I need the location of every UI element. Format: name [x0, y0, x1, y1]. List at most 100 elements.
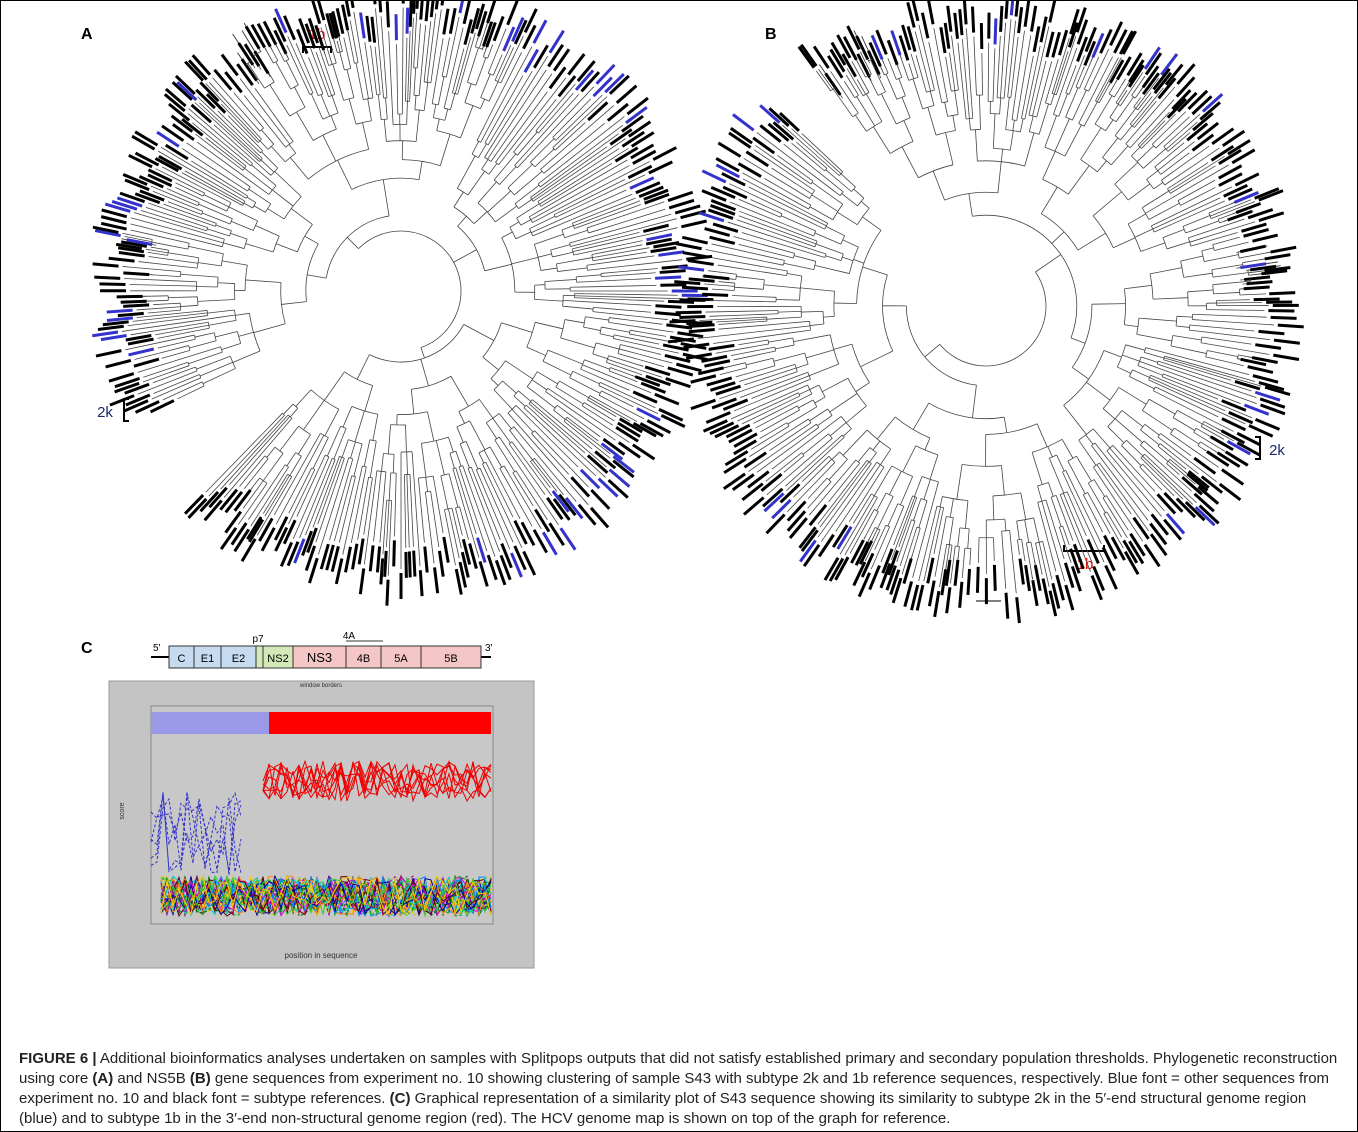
branch: [419, 161, 422, 179]
branch: [267, 415, 284, 434]
tip-label: [660, 285, 686, 286]
branch: [810, 409, 828, 421]
tip-label: [464, 1, 470, 24]
branch: [251, 165, 276, 186]
branch: [168, 197, 203, 211]
branch: [570, 378, 601, 394]
branch: [1146, 348, 1178, 356]
branch: [514, 396, 525, 406]
branch: [438, 38, 443, 68]
branch: [410, 89, 411, 101]
branch: [196, 356, 230, 369]
branch: [1180, 448, 1191, 456]
branch: [817, 160, 827, 168]
branch: [378, 95, 381, 120]
branch-arc: [424, 82, 431, 83]
branch: [712, 244, 761, 255]
branch: [784, 263, 814, 269]
branch: [945, 102, 948, 116]
branch: [706, 284, 734, 286]
branch: [1157, 364, 1176, 371]
branch: [519, 199, 532, 208]
branch-arc: [986, 519, 1005, 520]
tip-label: [524, 551, 535, 575]
tip-label: [739, 164, 762, 177]
branch: [656, 353, 661, 354]
branch: [810, 324, 824, 326]
branch: [445, 109, 448, 120]
branch: [456, 527, 461, 548]
branch: [441, 476, 448, 509]
branch: [742, 403, 786, 424]
branch: [706, 250, 760, 261]
branch: [218, 315, 235, 317]
branch: [774, 353, 805, 361]
branch: [1233, 237, 1239, 239]
branch: [732, 296, 750, 297]
branch: [1149, 93, 1152, 96]
tip-label: [1057, 575, 1064, 600]
branch: [1086, 435, 1093, 444]
branch: [421, 348, 425, 358]
branch: [261, 130, 273, 144]
branch-arc: [517, 218, 521, 225]
branch-arc: [454, 207, 474, 224]
tip-label: [550, 523, 564, 545]
branch: [1111, 146, 1128, 165]
branch: [1131, 147, 1140, 156]
branch: [189, 246, 224, 253]
tip-label: [431, 1, 434, 17]
branch: [283, 404, 293, 414]
branch: [562, 226, 574, 230]
branch-arc: [488, 73, 493, 75]
tip-label: [710, 237, 735, 243]
branch: [772, 253, 794, 258]
branch: [792, 453, 802, 461]
branch-arc: [482, 462, 485, 464]
tip-label: [960, 582, 962, 608]
tip-label: [508, 1, 518, 25]
branch: [1188, 290, 1214, 292]
branch-arc: [1181, 261, 1184, 277]
branch: [503, 381, 517, 393]
branch: [966, 28, 971, 99]
branch: [943, 544, 946, 564]
tip-label: [107, 318, 133, 321]
branch: [380, 504, 383, 542]
branch-arc: [1026, 542, 1031, 543]
branch-arc: [457, 421, 470, 427]
branch: [720, 372, 729, 374]
branch: [1187, 153, 1190, 155]
branch-arc: [265, 204, 270, 213]
branch: [802, 394, 812, 399]
branch: [800, 288, 834, 291]
branch: [450, 540, 455, 566]
tip-label: [1017, 597, 1020, 623]
branch: [760, 255, 784, 260]
branch: [532, 400, 555, 419]
branch: [1144, 76, 1145, 78]
branch: [731, 350, 758, 355]
branch: [1106, 120, 1114, 131]
branch: [414, 68, 416, 95]
branch: [543, 361, 571, 375]
tip-label: [99, 284, 125, 285]
tip-label: [704, 361, 729, 366]
branch: [708, 271, 736, 275]
branch: [1130, 479, 1162, 517]
branch: [169, 310, 180, 311]
branch: [494, 390, 512, 409]
branch: [878, 525, 886, 542]
branch: [930, 91, 934, 105]
branch: [157, 331, 195, 338]
branch: [1083, 67, 1084, 69]
branch-arc: [1150, 274, 1153, 299]
region: [256, 646, 263, 668]
branch-arc: [1161, 180, 1164, 185]
branch: [240, 78, 278, 129]
branch: [846, 406, 866, 423]
branch: [815, 163, 824, 171]
branch: [286, 61, 298, 85]
branch: [1006, 97, 1010, 129]
branch-arc: [554, 405, 558, 410]
